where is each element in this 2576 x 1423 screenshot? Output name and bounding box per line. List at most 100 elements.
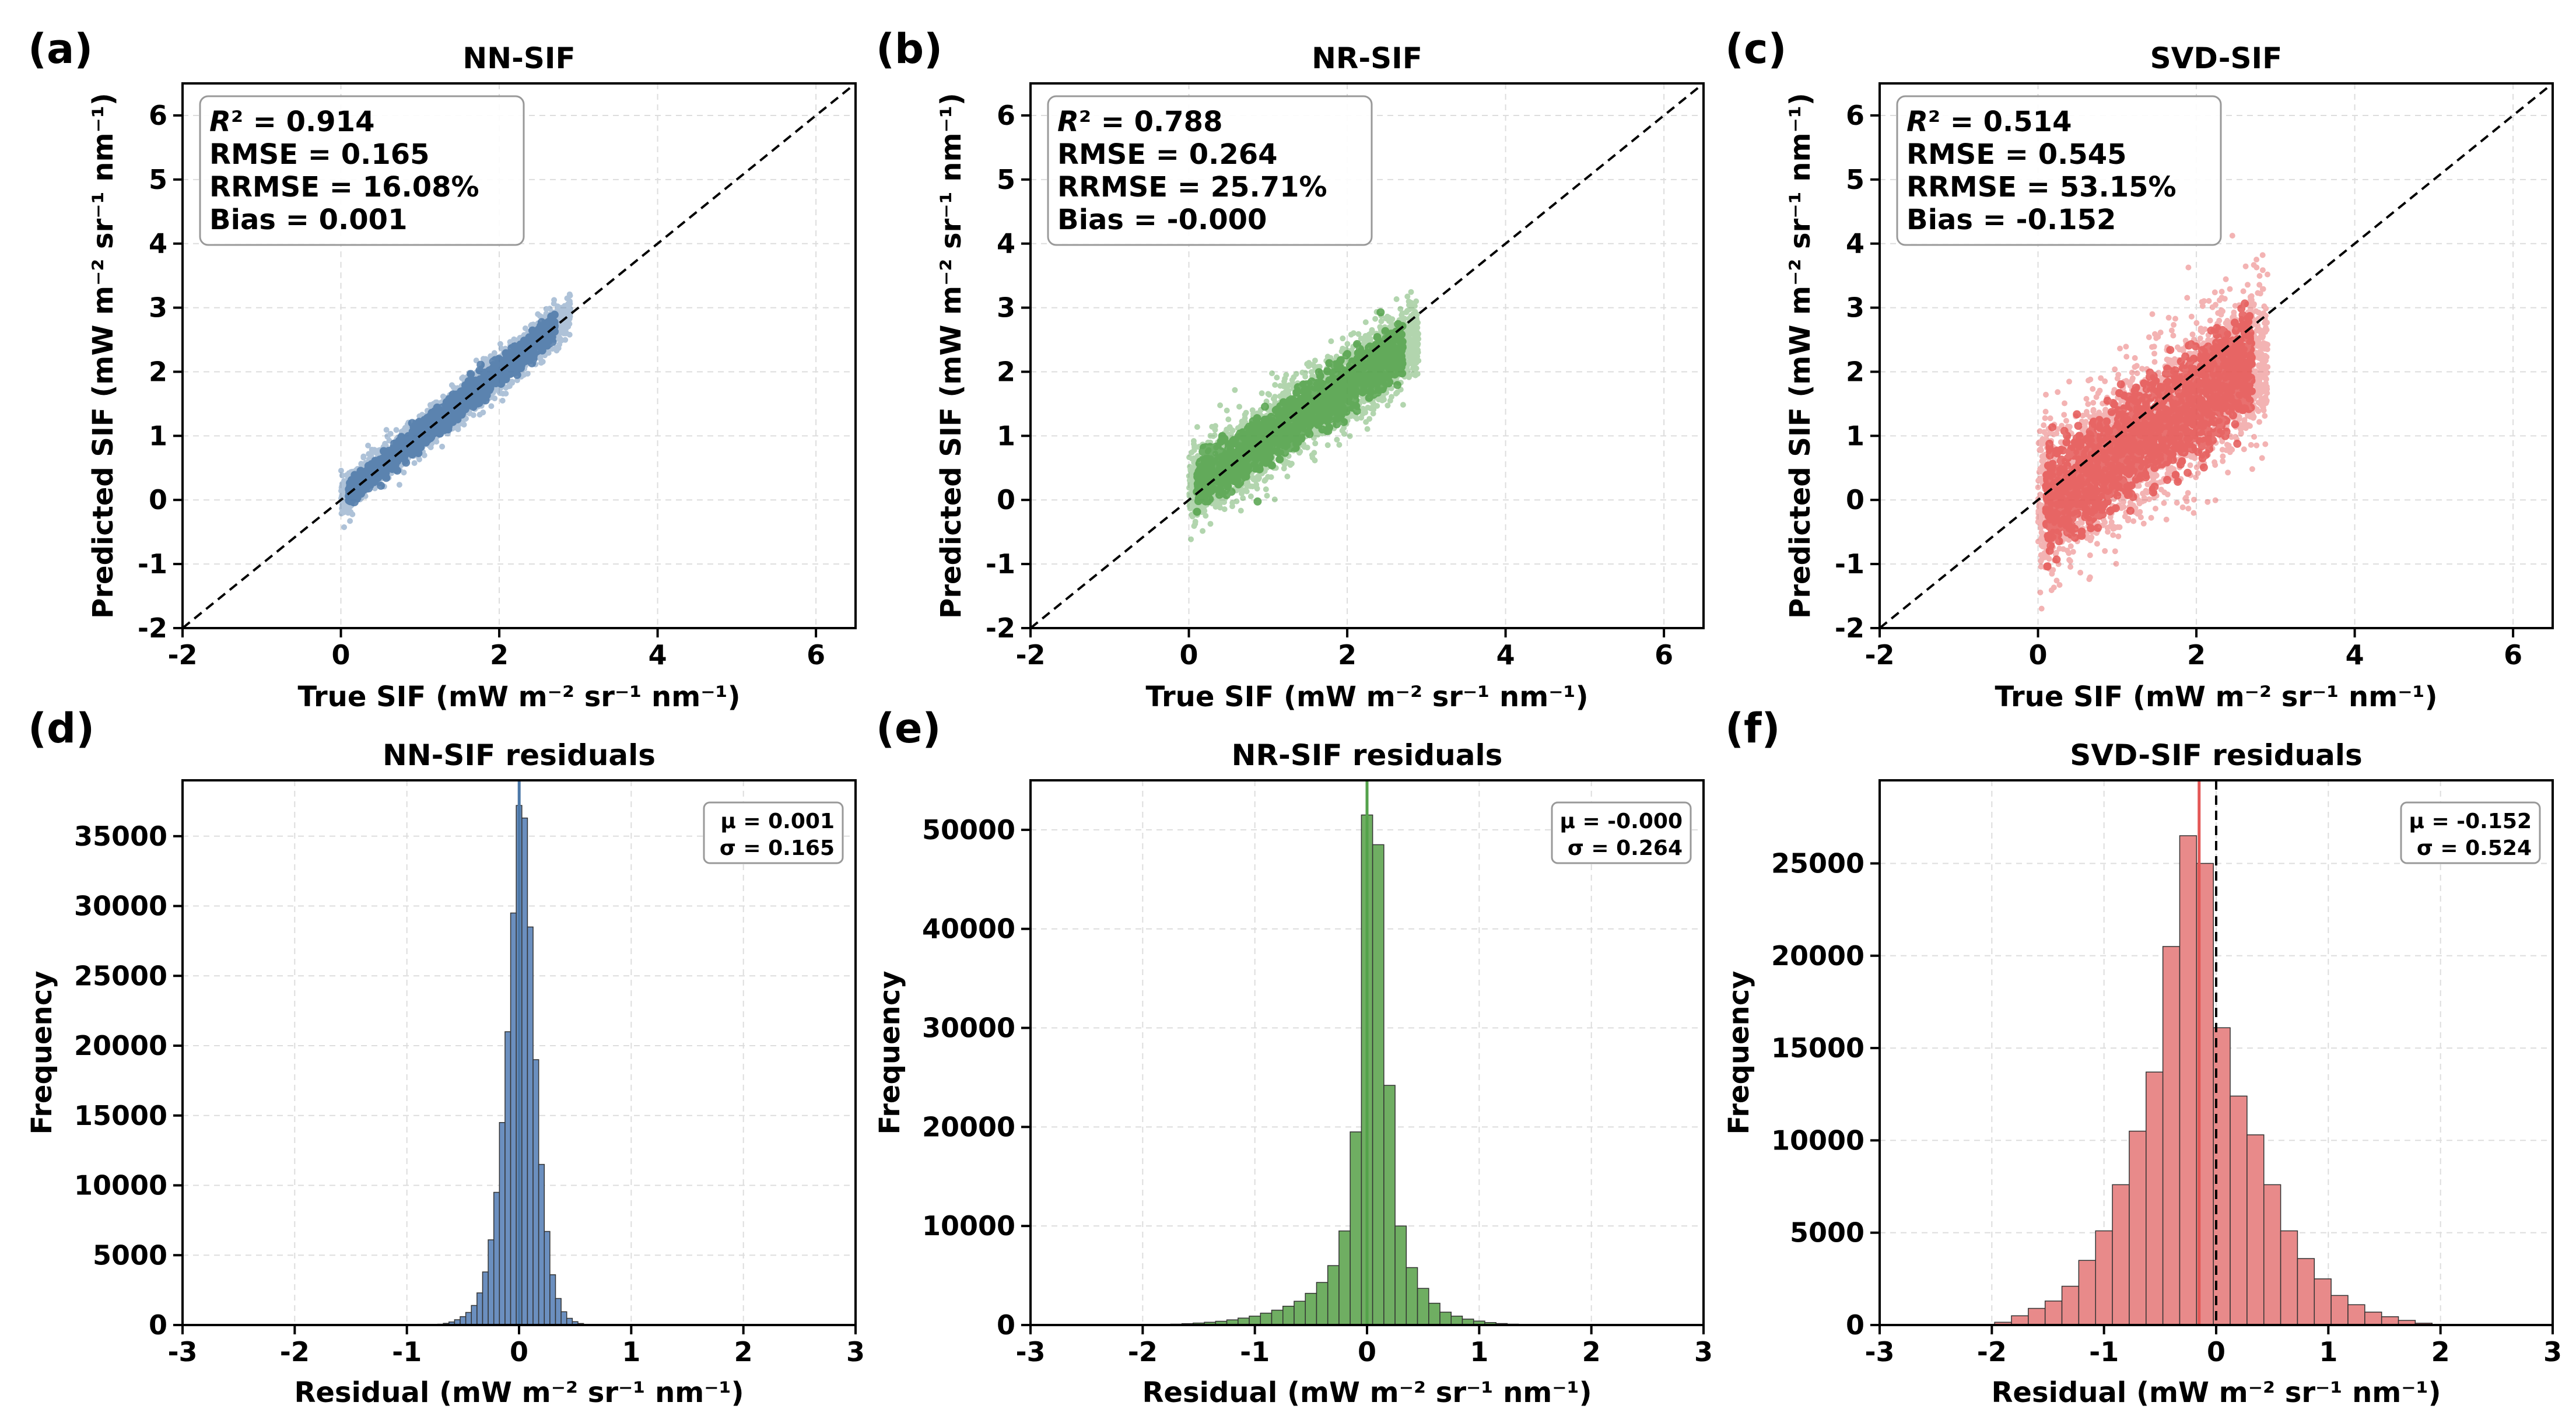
hist-2-ytick-label-0: 0	[1846, 1309, 1864, 1341]
hist-2-bar-22	[2364, 1312, 2382, 1326]
scatter-0-stat-r2: R² = 0.914	[209, 106, 374, 138]
hist-0-bar-21	[549, 1274, 556, 1326]
scatter-2-ytick-label-6: 4	[1846, 228, 1864, 260]
hist-2-bar-6	[2095, 1230, 2113, 1326]
hist-2-ytick-label-3: 15000	[1771, 1032, 1864, 1064]
scatter-1-stat-r2-symbol: R	[1057, 106, 1079, 138]
hist-0-ytick-label-0: 0	[149, 1309, 167, 1341]
hist-1-xtick-label-2: -1	[1240, 1336, 1270, 1368]
hist-2-axes-frame	[1878, 779, 2554, 1326]
hist-1-ytick-label-4: 40000	[922, 913, 1015, 945]
scatter-0-stat-r2-symbol: R	[209, 106, 231, 138]
scatter-1-xtick-label-0: -2	[1015, 639, 1045, 671]
scatter-1-stat-rrmse: RRMSE = 25.71%	[1057, 171, 1327, 204]
hist-1-ytick-label-3: 30000	[922, 1012, 1015, 1044]
hist-0-xtick-label-6: 3	[846, 1336, 865, 1368]
hist-0-bar-8	[476, 1292, 483, 1326]
scatter-1-stat-bias: Bias = -0.000	[1057, 204, 1267, 236]
hist-2-bar-21	[2347, 1304, 2365, 1326]
hist-0-ytick-label-3: 15000	[74, 1100, 167, 1131]
hist-1-title: NR-SIF residuals	[1232, 738, 1503, 772]
hist-2-bar-3	[2044, 1301, 2063, 1326]
scatter-0-points	[338, 291, 573, 530]
hist-1-bar-13	[1305, 1292, 1317, 1326]
hist-2-bar-9	[2146, 1071, 2164, 1326]
hist-0-title: NN-SIF residuals	[383, 738, 656, 772]
scatter-0-xtick-label-0: -2	[167, 639, 197, 671]
hist-0-bar-7	[471, 1305, 478, 1326]
hist-2-title: SVD-SIF residuals	[2070, 738, 2363, 772]
hist-0-bar-22	[555, 1298, 562, 1326]
scatter-1-stats-box	[1047, 95, 1373, 246]
scatter-1-ytick-label-7: 5	[997, 164, 1015, 195]
hist-2-xtick-label-4: 1	[2319, 1336, 2337, 1368]
scatter-0-panel: -2 0 2 4 6 -2 -1 0 1 2 3 4 5 6 NN-SIF True SIF (mW m⁻² …	[28, 25, 857, 713]
hist-2-xtick-label-1: -2	[1977, 1336, 2007, 1368]
scatter-0-xlabel: True SIF (mW m⁻² sr⁻¹ nm⁻¹)	[298, 681, 741, 713]
scatter-2-stat-r2: R² = 0.514	[1906, 106, 2072, 138]
scatter-1-one-to-one-line	[1029, 82, 1705, 629]
hist-1-bar-12	[1294, 1301, 1306, 1326]
scatter-2-axes-frame	[1878, 82, 2554, 629]
hist-0-bar-20	[544, 1231, 551, 1326]
scatter-1-ytick-label-4: 2	[997, 356, 1015, 387]
scatter-0-title: NN-SIF	[462, 41, 575, 75]
hist-0-ytick-label-2: 10000	[74, 1170, 167, 1201]
hist-1-stats-box	[1551, 801, 1692, 864]
scatter-2-ytick-label-8: 6	[1846, 100, 1864, 131]
scatter-1-stat-rmse: RMSE = 0.264	[1057, 138, 1278, 171]
hist-2-xtick-label-3: 0	[2207, 1336, 2225, 1368]
hist-0-bar-17	[527, 926, 534, 1326]
scatter-2-xlabel: True SIF (mW m⁻² sr⁻¹ nm⁻¹)	[1995, 681, 2438, 713]
hist-1-bar-25	[1439, 1312, 1452, 1326]
hist-1-ylabel: Frequency	[874, 971, 906, 1135]
scatter-0-xtick-label-3: 4	[649, 639, 667, 671]
hist-0-bar-18	[532, 1059, 539, 1326]
scatter-2-panel: -2 0 2 4 6 -2 -1 0 1 2 3 4 5 6 SVD-SIF True SIF (mW m⁻²…	[1725, 25, 2554, 713]
hist-2-bar-5	[2078, 1260, 2096, 1326]
scatter-1-ytick-label-3: 1	[997, 420, 1015, 451]
hist-0-ytick-label-4: 20000	[74, 1030, 167, 1061]
hist-1-ytick-label-1: 10000	[922, 1210, 1015, 1242]
hist-0-ytick-label-5: 25000	[74, 960, 167, 991]
hist-0-axes-frame	[181, 779, 857, 1326]
scatter-0-panel-label: (a)	[28, 25, 93, 73]
hist-1-bar-17	[1350, 1131, 1362, 1326]
hist-1-bar-9	[1260, 1312, 1273, 1326]
scatter-2-ytick-label-4: 2	[1846, 356, 1864, 387]
scatter-1-xtick-label-1: 0	[1180, 639, 1198, 671]
scatter-2-ytick-label-0: -2	[1835, 612, 1864, 644]
scatter-1-ytick-label-8: 6	[997, 100, 1015, 131]
hist-0-ylabel: Frequency	[26, 971, 58, 1135]
hist-0-bar-5	[460, 1316, 467, 1326]
hist-2-stats-box	[2400, 801, 2541, 864]
scatter-2-one-to-one-line	[1878, 82, 2554, 629]
scatter-2-xtick-label-2: 2	[2187, 639, 2206, 671]
hist-2-panel-label: (f)	[1725, 705, 1780, 752]
scatter-1-axes-frame	[1029, 82, 1705, 629]
scatter-0-stat-rrmse: RRMSE = 16.08%	[209, 171, 479, 204]
scatter-0-ytick-label-8: 6	[149, 100, 167, 131]
hist-0-xtick-label-0: -3	[167, 1336, 197, 1368]
hist-2-bar-8	[2129, 1130, 2147, 1326]
scatter-2-stat-r2-symbol: R	[1906, 106, 1928, 138]
hist-2-bar-10	[2162, 946, 2181, 1326]
scatter-0-axes-frame	[181, 82, 857, 629]
scatter-1-ytick-label-0: -2	[986, 612, 1015, 644]
hist-0-bar-11	[493, 1191, 500, 1326]
scatter-0-ylabel: Predicted SIF (mW m⁻² sr⁻¹ nm⁻¹)	[87, 93, 120, 619]
hist-0-xtick-label-3: 0	[510, 1336, 528, 1368]
hist-1-xtick-label-0: -3	[1015, 1336, 1045, 1368]
hist-2-bar-7	[2112, 1184, 2130, 1326]
scatter-2-stat-rmse: RMSE = 0.545	[1906, 138, 2127, 171]
scatter-0-ytick-label-3: 1	[149, 420, 167, 451]
scatter-1-xtick-label-4: 6	[1655, 639, 1673, 671]
hist-1-xtick-label-1: -2	[1128, 1336, 1158, 1368]
scatter-2-panel-label: (c)	[1725, 25, 1786, 73]
hist-1-panel-label: (e)	[876, 705, 941, 752]
scatter-0-xtick-label-2: 2	[490, 639, 509, 671]
scatter-2-ytick-label-7: 5	[1846, 164, 1864, 195]
hist-0-xtick-label-2: -1	[392, 1336, 422, 1368]
hist-2-bar-18	[2297, 1258, 2315, 1326]
